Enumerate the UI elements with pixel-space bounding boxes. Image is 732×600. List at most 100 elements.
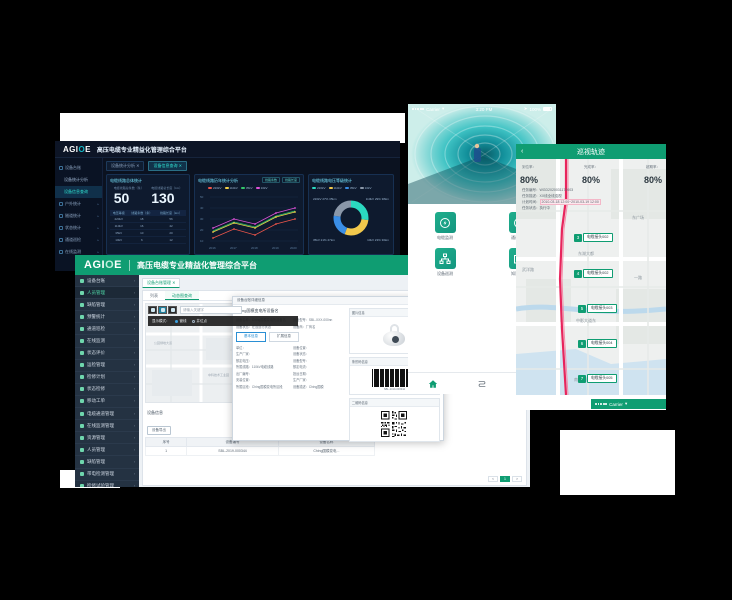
- table-pager[interactable]: < 1 >: [487, 476, 522, 482]
- subtab-list[interactable]: 列表: [150, 293, 158, 298]
- sidebar-item-label: 设备台账: [65, 165, 81, 170]
- trend-toggle-group[interactable]: 线路条数 线路长度: [261, 177, 300, 183]
- nav-home[interactable]: 首页: [408, 373, 457, 394]
- signal-dots-icon: [595, 403, 608, 405]
- sidebar-item-tunnel-stats[interactable]: 隧道统计 ▸: [55, 210, 102, 222]
- tab-equipment-query[interactable]: 设备信息查询 ✕: [148, 161, 187, 171]
- sidebar-item-7[interactable]: 运检管理 ‹: [75, 360, 139, 372]
- sidebar-item-status-stats[interactable]: 状态统计 ▸: [55, 222, 102, 234]
- card-title: 条形码信息: [349, 358, 439, 366]
- sidebar-item-equipment-ledger[interactable]: 设备台账: [55, 162, 102, 174]
- map-marker-5[interactable]: 5 电缆接头003: [578, 304, 617, 313]
- dashboard-header: AGIOE 高压电缆专业精益化管理综合平台: [55, 141, 400, 158]
- chevron-left-icon[interactable]: ‹: [521, 148, 524, 155]
- card-title: 图片信息: [349, 309, 439, 317]
- map-layers-tool[interactable]: [168, 306, 177, 314]
- table-row[interactable]: 1 SBL-2019-000344 Ching国模变电...: [144, 446, 376, 456]
- marker-label: 电缆接头002: [583, 233, 613, 242]
- sidebar-item-16[interactable]: 带电检测管理 ‹: [75, 469, 139, 481]
- carrier-label: Carrier: [426, 106, 440, 112]
- sidebar-item-outdoor-stats[interactable]: 户外统计 ▸: [55, 198, 102, 210]
- map-toolbar[interactable]: [148, 306, 177, 314]
- channel-icon: [80, 411, 84, 416]
- dashboard-title: 高压电缆专业精益化管理综合平台: [96, 147, 187, 154]
- track-map[interactable]: 武洋路 东湖大都 中影大道东 南香公园 东广场 一路 到位率： 80% 完成率：…: [516, 159, 666, 395]
- app-cable-monitor[interactable]: 电缆监测: [423, 212, 467, 241]
- road-label: 武洋路: [522, 266, 534, 272]
- sidebar-item-15[interactable]: 缺陷管理 ‹: [75, 456, 139, 469]
- svg-text:2016: 2016: [209, 246, 216, 250]
- sidebar-item-label: 隧道统计: [65, 213, 81, 218]
- repair-icon: [80, 387, 84, 392]
- modal-tabs[interactable]: 基本信息 扩展信息: [236, 331, 346, 342]
- marker-label: 电缆接头005: [587, 374, 617, 383]
- phone2-header: ‹ 巡视轨迹: [516, 144, 666, 159]
- map-search-input[interactable]: 请输入关键字: [180, 306, 242, 314]
- dashboard-main: 设备统计分析 ✕ 设备信息查询 ✕ 电缆线路总体统计 电缆线路总条数（条） 50: [103, 158, 400, 271]
- subtab-map[interactable]: 动态图查询: [165, 291, 199, 300]
- app-equipment-inspect[interactable]: 设备巡测: [423, 248, 467, 277]
- svg-text:中科技术工业园: 中科技术工业园: [208, 372, 229, 377]
- warning-icon: [80, 314, 84, 319]
- pager-next[interactable]: >: [511, 476, 522, 482]
- sidebar-item-8[interactable]: 检修计划 ‹: [75, 372, 139, 384]
- export-button[interactable]: 设备导出: [147, 426, 171, 435]
- tab-equipment-stats[interactable]: 设备统计分析 ✕: [106, 161, 145, 171]
- pager-prev[interactable]: <: [487, 476, 498, 482]
- map-marker-7[interactable]: 7 电缆接头005: [578, 374, 617, 383]
- sidebar-item-9[interactable]: 状态检修 ‹: [75, 384, 139, 396]
- kpi-line-count: 电缆线路总条数（条） 50: [114, 186, 144, 208]
- dashboard-tabbar[interactable]: 设备统计分析 ✕ 设备信息查询 ✕: [106, 161, 397, 171]
- home-icon: [428, 380, 437, 388]
- wifi-icon: ▾: [624, 401, 628, 406]
- map-pan-tool[interactable]: [148, 306, 157, 314]
- sidebar-item-equipment-query[interactable]: 设备信息查询: [55, 186, 102, 198]
- sidebar-item-1[interactable]: 人员管理 ‹: [75, 287, 139, 300]
- resource-icon: [80, 435, 84, 440]
- toggle-line-count[interactable]: 线路条数: [261, 177, 280, 183]
- pager-page-1[interactable]: 1: [500, 476, 510, 482]
- tab-ledger-management[interactable]: 设备台账管理 ✕: [142, 278, 181, 288]
- sidebar-item-5[interactable]: 在线监测 ‹: [75, 335, 139, 348]
- tab-basic-info[interactable]: 基本信息: [236, 331, 266, 342]
- equipment-table: 序号 设备编号 设备名称 1 SBL-2019-000344 Ching国模变电…: [144, 437, 376, 456]
- map-marker-6[interactable]: 6 电缆接头004: [578, 339, 617, 348]
- toggle-line-length[interactable]: 线路长度: [281, 177, 300, 183]
- sidebar-item-12[interactable]: 在线监测管理 ‹: [75, 420, 139, 433]
- donut-label: 10kV 23% 30km: [367, 238, 389, 242]
- card-title: 电缆线路历年统计分析: [198, 178, 238, 183]
- radio-wellpoint[interactable]: 井位点: [191, 319, 207, 324]
- legend-item: 35kV: [240, 186, 253, 190]
- sidebar-item-6[interactable]: 状态评价 ‹: [75, 348, 139, 360]
- map-display-mode[interactable]: 显示模式： 管线 井位点: [148, 316, 298, 326]
- management-tabbar[interactable]: 设备台账管理 ✕: [142, 278, 527, 288]
- sidebar-item-3[interactable]: 预警统计 ‹: [75, 311, 139, 324]
- field: 设备型号：: [292, 358, 309, 363]
- management-sidebar[interactable]: 设备台账 ‹ 人员管理 ‹ 缺陷管理 ‹ 预警统计 ‹ 通道巡检 ‹ 在线监测 ‹ 状态评价…: [75, 275, 139, 487]
- sidebar-item-10[interactable]: 移动工单 ‹: [75, 396, 139, 409]
- tab-extended-info[interactable]: 扩展信息: [269, 331, 299, 342]
- field: 出厂编号：: [236, 371, 252, 376]
- sidebar-item-online-monitor[interactable]: 在线监测 ▸: [55, 246, 102, 258]
- modal-left-pane: Ching国模变电所设备名 设备名称：Ching国模变电所设备名 设备型号：SB…: [233, 305, 349, 441]
- map-select-tool[interactable]: [158, 306, 167, 314]
- sidebar-item-equipment-stats[interactable]: 设备统计分析: [55, 174, 102, 186]
- sidebar-item-17[interactable]: 检修试验管理 ‹: [75, 481, 139, 487]
- sidebar-item-13[interactable]: 资源管理 ‹: [75, 432, 139, 445]
- map-marker-3[interactable]: 3 电缆接头002: [574, 233, 613, 242]
- sidebar-item-11[interactable]: 电缆通道管理 ‹: [75, 408, 139, 421]
- map-marker-4[interactable]: 4 电缆接头002: [574, 269, 613, 278]
- sidebar-item-4[interactable]: 通道巡检 ‹: [75, 323, 139, 336]
- nav-inspection[interactable]: 巡检: [457, 373, 506, 394]
- dashboard-sidebar[interactable]: 设备台账 设备统计分析 设备信息查询 户外统计 ▸ 隧道统计 ▸: [55, 158, 103, 271]
- radio-pipeline[interactable]: 管线: [174, 319, 187, 324]
- sidebar-item-2[interactable]: 缺陷管理 ‹: [75, 299, 139, 312]
- road-label: 中影大道东: [576, 317, 596, 323]
- table-row: 10kV 6 12: [110, 236, 186, 244]
- sidebar-item-channel-inspection[interactable]: 通道巡检 ▸: [55, 234, 102, 246]
- defect-icon: [80, 459, 84, 464]
- chevron-right-icon: ‹: [133, 387, 135, 392]
- sidebar-item-0[interactable]: 设备台账 ‹: [75, 275, 139, 288]
- sidebar-item-14[interactable]: 人员管理 ‹: [75, 444, 139, 457]
- svg-text:公园绿地大道: 公园绿地大道: [154, 340, 172, 345]
